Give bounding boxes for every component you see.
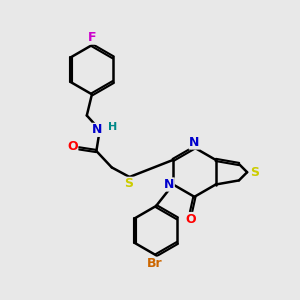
Text: N: N (164, 178, 174, 191)
Text: N: N (189, 136, 200, 149)
Text: N: N (92, 123, 103, 136)
Text: S: S (124, 177, 133, 190)
Text: O: O (67, 140, 78, 153)
Text: Br: Br (146, 257, 162, 270)
Text: F: F (88, 31, 96, 44)
Text: H: H (108, 122, 117, 132)
Text: O: O (186, 212, 196, 226)
Text: S: S (250, 166, 259, 179)
